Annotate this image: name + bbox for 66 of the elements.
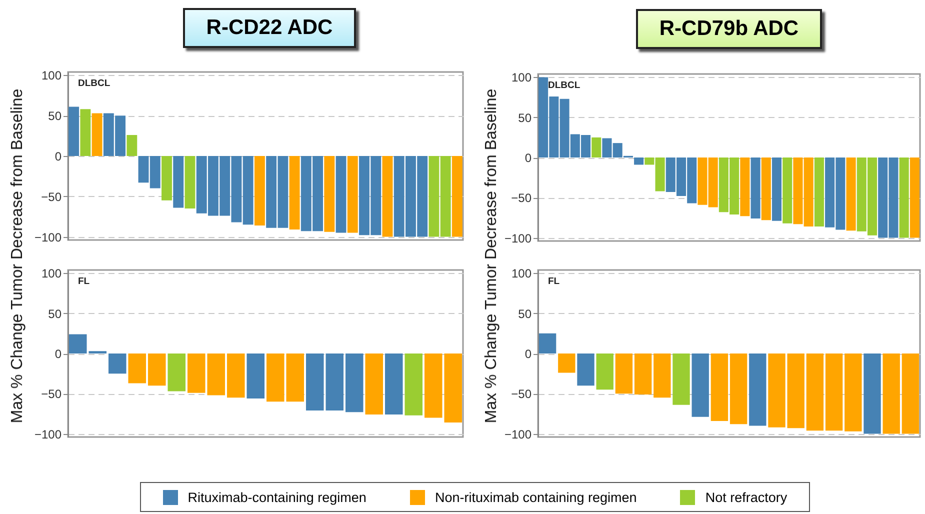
bar <box>148 354 166 386</box>
bar <box>634 158 644 165</box>
y-tick-label: 100 <box>511 70 532 85</box>
y-tick-label: 50 <box>48 306 62 321</box>
bar <box>92 113 102 156</box>
bar <box>404 354 423 416</box>
bar <box>126 135 138 156</box>
bar <box>347 156 358 233</box>
bar <box>592 137 602 158</box>
bar <box>336 156 346 233</box>
bar <box>108 354 126 374</box>
y-tick-label: −100 <box>504 427 532 442</box>
bar <box>384 354 403 415</box>
y-tick-label: −50 <box>511 387 532 402</box>
y-tick-label: −100 <box>34 427 62 442</box>
bar <box>226 354 245 398</box>
chart-title: R-CD22 ADC <box>183 8 356 48</box>
bar <box>345 354 364 412</box>
y-tick-label: −100 <box>504 231 532 246</box>
y-tick-label: 100 <box>41 68 62 83</box>
legend-label: Rituximab-containing regimen <box>188 490 366 504</box>
bar <box>80 109 91 156</box>
y-tick-label: −50 <box>41 387 62 402</box>
bar <box>68 106 80 156</box>
bar <box>452 156 462 237</box>
bar <box>324 156 335 232</box>
bar <box>772 158 782 221</box>
y-tick-label: 50 <box>518 306 532 321</box>
legend-label: Non-rituximab containing regimen <box>434 490 637 504</box>
bar <box>814 158 824 227</box>
legend-label: Not refractory <box>705 490 788 504</box>
y-tick-label: 100 <box>41 266 62 281</box>
y-tick-label: 0 <box>524 347 532 361</box>
text: FL <box>78 276 90 287</box>
text: DLBCL <box>548 80 580 91</box>
y-tick-label: 0 <box>524 151 532 165</box>
bar <box>740 158 750 216</box>
bar <box>910 158 920 238</box>
y-tick-label: 50 <box>48 109 62 124</box>
bar <box>782 158 792 224</box>
bar <box>168 354 186 392</box>
y-axis-title: Max % Change Tumor Decrease from Baseline <box>9 88 27 424</box>
y-axis-title: Max % Change Tumor Decrease from Baseline <box>483 88 501 424</box>
bar <box>899 158 909 238</box>
bar <box>289 156 300 230</box>
y-tick-label: 100 <box>511 266 532 281</box>
y-tick-label: −50 <box>41 190 62 204</box>
bar <box>173 156 184 208</box>
y-tick-label: 0 <box>54 150 62 164</box>
bar <box>254 156 265 226</box>
bar <box>246 354 265 398</box>
bar <box>162 156 172 200</box>
bar <box>365 354 384 415</box>
chart-title: R-CD79b ADC <box>636 9 822 49</box>
y-tick-label: 0 <box>54 347 62 361</box>
bar <box>846 158 856 231</box>
text: DLBCL <box>78 78 110 89</box>
bar <box>184 156 196 208</box>
y-tick-label: −50 <box>511 191 532 206</box>
bar <box>128 354 146 384</box>
y-tick-label: 50 <box>518 110 532 125</box>
bar <box>382 156 393 237</box>
bar <box>750 158 760 219</box>
bar <box>761 158 771 220</box>
text: FL <box>548 276 560 287</box>
y-tick-label: −100 <box>34 230 62 244</box>
